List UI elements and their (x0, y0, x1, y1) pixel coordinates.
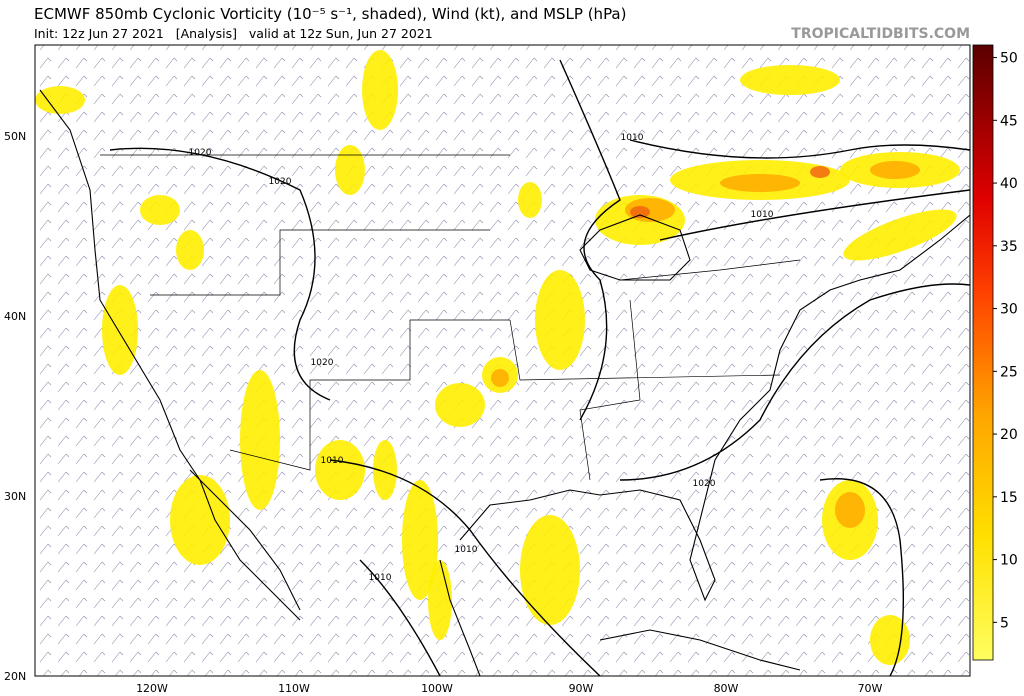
colorbar-tick-label: 25 (1000, 364, 1018, 380)
colorbar-tick-label: 10 (1000, 553, 1018, 569)
state-borders (100, 154, 801, 481)
colorbar-tick-label: 20 (1000, 427, 1018, 443)
isobar-label: 1010 (455, 545, 478, 555)
lon-label: 100W (421, 682, 453, 695)
lon-label: 110W (278, 682, 310, 695)
isobar-label: 1020 (189, 148, 212, 158)
lon-label: 80W (714, 682, 739, 695)
colorbar-scale (972, 44, 994, 661)
colorbar-tick-label: 50 (1000, 51, 1018, 67)
isobar-labels: 1020 1020 1010 1010 1020 1010 1020 1010 … (189, 133, 774, 583)
colorbar-tick-label: 5 (1000, 615, 1009, 631)
colorbar-tick-label: 40 (1000, 176, 1018, 192)
colorbar-tick-label: 45 (1000, 113, 1018, 129)
isobar-label: 1010 (621, 133, 644, 143)
isobar-label: 1020 (269, 177, 292, 187)
coastlines (39, 89, 970, 676)
lat-label: 20N (4, 670, 26, 683)
isobar-label: 1010 (321, 456, 344, 466)
isobars (109, 59, 970, 676)
map: 1020 1020 1010 1010 1020 1010 1020 1010 … (35, 45, 970, 676)
lon-label: 90W (569, 682, 594, 695)
isobar-label: 1020 (693, 479, 716, 489)
subtitle: Init: 12z Jun 27 2021 [Analysis] valid a… (34, 26, 433, 41)
title: ECMWF 850mb Cyclonic Vorticity (10⁻⁵ s⁻¹… (34, 5, 626, 23)
colorbar-tick-label: 15 (1000, 490, 1018, 506)
lon-label: 120W (136, 682, 168, 695)
map-frame (34, 44, 971, 677)
lat-label: 30N (4, 490, 26, 503)
colorbar-tick-label: 30 (1000, 302, 1018, 318)
vorticity-shading (35, 50, 960, 665)
colorbar-tick-label: 35 (1000, 239, 1018, 255)
lat-label: 50N (4, 130, 26, 143)
longitude-labels: 120W 110W 100W 90W 80W 70W (136, 682, 882, 695)
site-name: TROPICALTIDBITS.COM (791, 26, 970, 42)
isobar-label: 1010 (369, 573, 392, 583)
isobar-label: 1020 (311, 358, 334, 368)
isobar-label: 1010 (751, 210, 774, 220)
lat-label: 40N (4, 310, 26, 323)
lon-label: 70W (858, 682, 883, 695)
latitude-labels: 50N 40N 30N 20N (4, 130, 26, 683)
colorbar: 5 10 15 20 25 30 35 40 45 50 (972, 44, 1018, 661)
